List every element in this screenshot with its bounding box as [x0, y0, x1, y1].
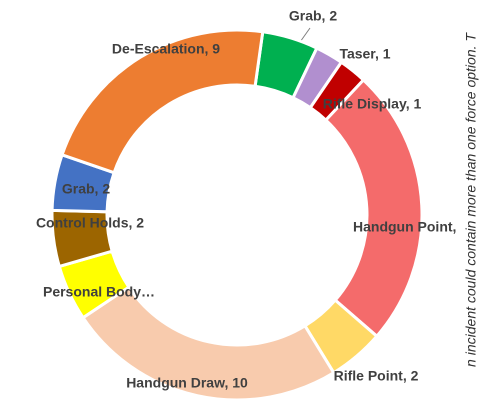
data-label: Control Holds, 2 [36, 215, 144, 231]
data-label: Taser, 1 [339, 46, 390, 62]
labels: Grab, 2 Taser, 1 Rifle Display, 1 Handgun P… [36, 8, 457, 391]
data-label: Handgun Draw, 10 [126, 375, 248, 391]
data-label: Grab, 2 [62, 181, 110, 197]
slices [50, 28, 424, 402]
annotation: n incident could contain more than one f… [463, 32, 479, 367]
data-label: De-Escalation, 9 [112, 41, 220, 57]
data-label: Rifle Point, 2 [334, 368, 419, 384]
data-label: Grab, 2 [289, 8, 337, 24]
data-label: Rifle Display, 1 [323, 96, 422, 112]
slice [323, 77, 424, 339]
slice [60, 28, 265, 175]
slice [81, 285, 336, 402]
data-label: Handgun Point, [353, 219, 456, 235]
data-label: Personal Body… [43, 284, 155, 300]
